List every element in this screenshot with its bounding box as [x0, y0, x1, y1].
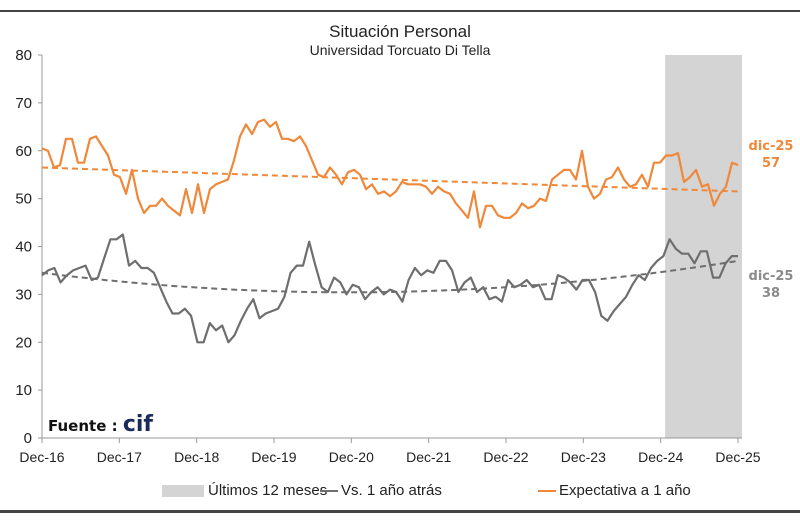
legend-item-expectativa: Expectativa a 1 año [538, 482, 691, 499]
x-tick-label: Dec-22 [483, 449, 528, 465]
x-tick-label: Dec-18 [174, 449, 219, 465]
source-label: Fuente : [48, 417, 118, 435]
end-label-value: 57 [761, 156, 781, 171]
chart-title: Situación Personal [329, 22, 471, 41]
x-tick-label: Dec-20 [329, 449, 374, 465]
y-tick-label: 60 [15, 143, 32, 160]
legend-item-ultimos-12-meses: Últimos 12 meses [162, 482, 327, 499]
x-tick-label: Dec-17 [97, 449, 142, 465]
end-label-date: dic-25 [748, 139, 794, 154]
legend-swatch-line [320, 489, 338, 492]
bottom-border [0, 510, 800, 513]
top-border [0, 10, 800, 12]
series-line-1 [41, 233, 738, 344]
legend: Últimos 12 meses Vs. 1 año atrás Expecta… [0, 482, 800, 504]
x-tick-label: Dec-25 [715, 449, 760, 465]
y-tick-label: 10 [15, 382, 32, 399]
series-line-0 [41, 118, 739, 229]
legend-item-vs-1-anio: Vs. 1 año atrás [320, 482, 442, 499]
x-tick-label: Dec-21 [406, 449, 451, 465]
axes: 0 10 20 30 40 50 60 70 80 Dec-16 Dec-17 Dec-18 Dec-1… [15, 47, 760, 465]
y-tick-label: 50 [15, 191, 32, 208]
shaded-region-last-12-months [665, 55, 742, 438]
cif-logo: cif [122, 412, 153, 437]
y-tick-label: 20 [15, 334, 32, 351]
legend-label: Expectativa a 1 año [559, 482, 691, 499]
trend-line [41, 166, 739, 193]
y-tick-label: 80 [15, 47, 32, 64]
chart-subtitle: Universidad Torcuato Di Tella [309, 42, 491, 58]
end-label-date: dic-25 [748, 269, 794, 284]
x-tick-label: Dec-24 [638, 449, 683, 465]
trend-lines [41, 166, 739, 294]
legend-label: Últimos 12 meses [208, 482, 328, 499]
source-note: Fuente : cif [48, 412, 153, 437]
x-tick-label: Dec-16 [19, 449, 64, 465]
y-tick-label: 30 [15, 286, 32, 303]
y-tick-label: 40 [15, 239, 32, 256]
x-tick-label: Dec-23 [561, 449, 606, 465]
end-label-vs-anio: dic-25 38 [746, 268, 796, 302]
y-tick-label: 70 [15, 95, 32, 112]
legend-swatch-line [538, 489, 556, 492]
trend-line [41, 259, 739, 294]
legend-label: Vs. 1 año atrás [341, 482, 442, 499]
end-label-expectativa: dic-25 57 [746, 138, 796, 172]
legend-swatch-box [162, 484, 204, 497]
x-tick-label: Dec-19 [251, 449, 296, 465]
series-lines [41, 118, 739, 344]
end-label-value: 38 [761, 286, 781, 301]
y-tick-label: 0 [24, 430, 32, 447]
